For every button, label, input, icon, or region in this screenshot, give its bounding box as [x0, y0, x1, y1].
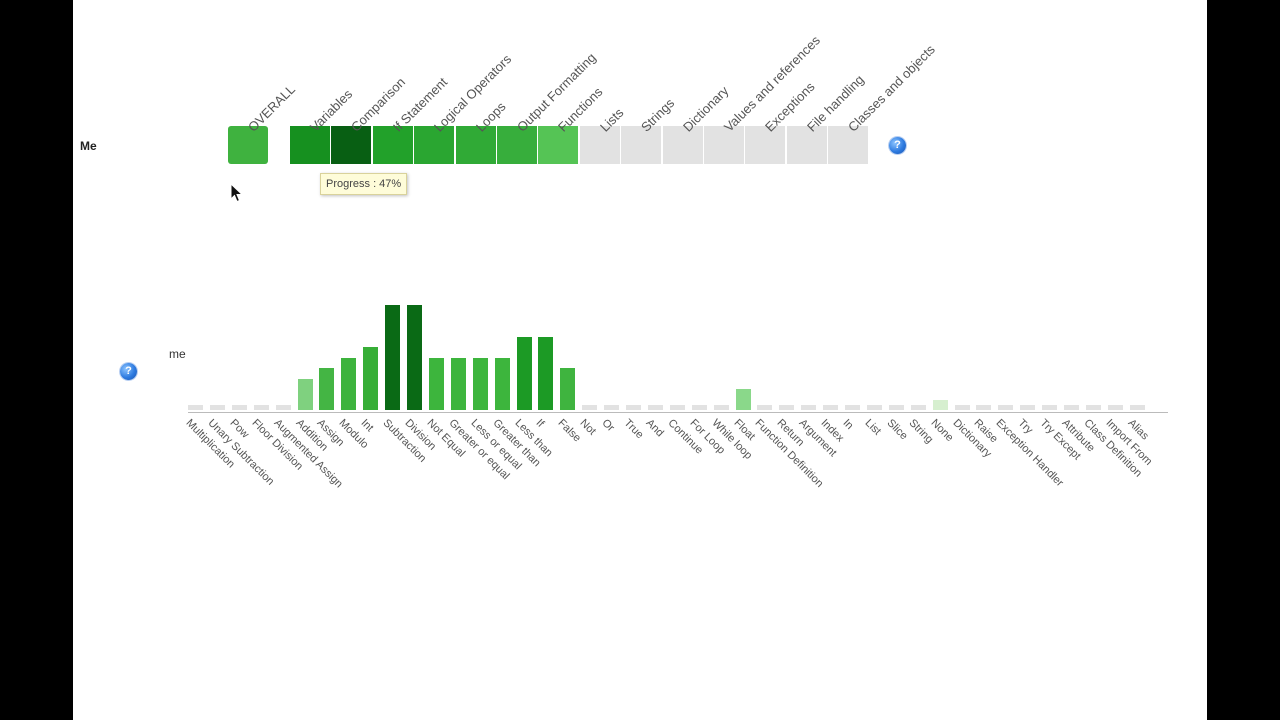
- bar-0[interactable]: [188, 405, 203, 410]
- chart-axis: [188, 412, 1168, 413]
- heatmap-cell-2[interactable]: [331, 126, 372, 164]
- heatmap-cell-9[interactable]: [621, 126, 662, 164]
- bar-14[interactable]: [494, 357, 510, 410]
- heatmap-cell-12[interactable]: [745, 126, 786, 164]
- bar-2[interactable]: [231, 405, 247, 410]
- bar-30[interactable]: [845, 405, 860, 410]
- bar-8[interactable]: [363, 347, 379, 410]
- heatmap-cell-6[interactable]: [497, 126, 537, 164]
- heatmap-cell-4[interactable]: [414, 126, 455, 164]
- bar-43[interactable]: [1129, 405, 1145, 410]
- heatmap-cell-0[interactable]: [228, 126, 268, 164]
- help-icon[interactable]: ?: [889, 137, 906, 154]
- bar-35[interactable]: [954, 405, 970, 410]
- bar-tick-label: False: [555, 417, 584, 445]
- bar-1[interactable]: [209, 405, 225, 410]
- bar-tick-label: True: [621, 417, 646, 442]
- bar-tick-label: If: [533, 417, 547, 430]
- heatmap-cell-8[interactable]: [579, 126, 620, 164]
- bar-16[interactable]: [538, 336, 554, 410]
- progress-tooltip: Progress : 47%: [320, 173, 408, 195]
- bar-tick-label: And: [643, 417, 666, 440]
- bar-17[interactable]: [560, 368, 576, 410]
- bar-20[interactable]: [626, 405, 641, 410]
- heatmap-cell-10[interactable]: [662, 126, 703, 164]
- heatmap-cell-11[interactable]: [704, 126, 744, 164]
- heatmap-cell-1[interactable]: [290, 126, 330, 164]
- bar-tick-label: Slice: [884, 417, 910, 443]
- bar-10[interactable]: [407, 305, 422, 410]
- bar-11[interactable]: [428, 357, 444, 410]
- bar-12[interactable]: [450, 357, 466, 410]
- bar-37[interactable]: [998, 405, 1014, 410]
- bar-31[interactable]: [866, 405, 882, 410]
- chart-row-label: me: [169, 347, 186, 361]
- main-panel: Me ? Progress : 47% ? me OVERALL Variable…: [73, 0, 1207, 720]
- bar-3[interactable]: [253, 405, 269, 410]
- bar-23[interactable]: [691, 405, 707, 410]
- heatmap-cell-3[interactable]: [372, 126, 413, 164]
- mouse-cursor-icon: [230, 183, 244, 203]
- bar-tick-label: String: [906, 417, 936, 446]
- bar-27[interactable]: [779, 405, 795, 410]
- heatmap-cell-14[interactable]: [828, 126, 869, 164]
- bar-41[interactable]: [1085, 405, 1101, 410]
- bar-tick-label: In: [840, 417, 856, 432]
- heatmap-cell-7[interactable]: [538, 126, 579, 164]
- bar-33[interactable]: [910, 405, 926, 410]
- bar-tick-label: Int: [358, 417, 376, 435]
- bar-34[interactable]: [932, 399, 948, 410]
- bar-tick-label: Or: [599, 417, 617, 435]
- bar-26[interactable]: [757, 405, 773, 410]
- bar-40[interactable]: [1064, 405, 1079, 410]
- column-header-label: Logical Operators: [431, 51, 515, 135]
- bar-28[interactable]: [801, 405, 817, 410]
- bar-13[interactable]: [472, 357, 488, 410]
- heatmap-cell-5[interactable]: [455, 126, 496, 164]
- row-label-me: Me: [80, 139, 97, 153]
- bar-32[interactable]: [888, 405, 904, 410]
- bar-7[interactable]: [341, 357, 357, 410]
- bar-21[interactable]: [647, 405, 663, 410]
- bar-6[interactable]: [319, 368, 335, 410]
- bar-25[interactable]: [735, 389, 751, 410]
- bar-36[interactable]: [976, 405, 992, 410]
- bar-19[interactable]: [604, 405, 620, 410]
- bar-18[interactable]: [582, 405, 598, 410]
- bar-5[interactable]: [297, 378, 313, 410]
- bar-15[interactable]: [516, 336, 532, 410]
- bar-39[interactable]: [1042, 405, 1058, 410]
- bar-tick-label: List: [862, 417, 883, 438]
- help-icon[interactable]: ?: [120, 363, 137, 380]
- bar-24[interactable]: [713, 405, 729, 410]
- bar-38[interactable]: [1020, 405, 1036, 410]
- bar-4[interactable]: [275, 405, 291, 410]
- bar-9[interactable]: [385, 305, 401, 410]
- heatmap-cell-13[interactable]: [786, 126, 827, 164]
- bar-22[interactable]: [669, 405, 685, 410]
- bar-29[interactable]: [823, 405, 839, 410]
- bar-42[interactable]: [1107, 405, 1123, 410]
